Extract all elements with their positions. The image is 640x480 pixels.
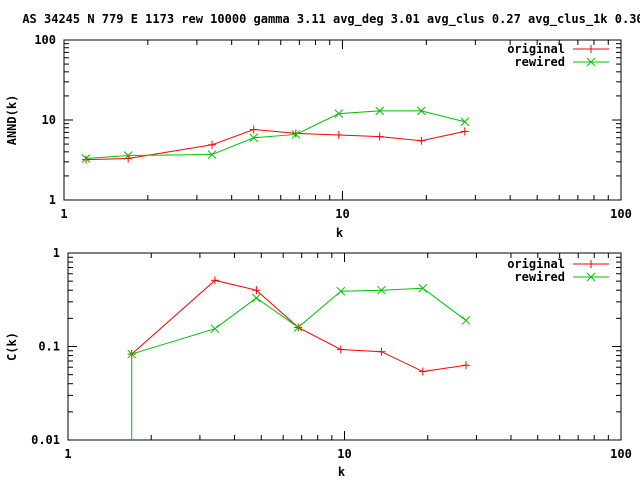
marker-stroke xyxy=(127,349,137,359)
data-point-rewired xyxy=(127,349,137,359)
data-point-original xyxy=(208,140,217,149)
data-point-rewired xyxy=(293,323,303,332)
y-tick-label: 0.1 xyxy=(38,340,60,354)
marker-stroke xyxy=(81,154,91,163)
data-point-rewired xyxy=(210,324,220,334)
marker-stroke xyxy=(293,323,303,332)
data-point-rewired xyxy=(291,130,301,139)
data-point-original xyxy=(417,136,426,145)
data-point-original xyxy=(336,345,345,354)
y-tick-label: 0.01 xyxy=(31,433,60,447)
data-point-rewired xyxy=(460,117,470,127)
y-tick-label: 100 xyxy=(34,33,56,47)
marker-stroke xyxy=(336,286,346,296)
data-point-original xyxy=(334,130,343,139)
data-point-original xyxy=(377,347,386,356)
y-tick-label: 10 xyxy=(42,113,56,127)
x-tick-label: 1 xyxy=(60,207,67,221)
data-point-original xyxy=(82,155,91,164)
series-original xyxy=(127,276,470,376)
marker-stroke xyxy=(586,57,596,67)
data-point-original xyxy=(461,361,470,370)
data-point-rewired xyxy=(249,133,259,143)
series-line-original xyxy=(131,279,467,373)
x-axis-label: k xyxy=(338,465,346,479)
x-tick-label: 1 xyxy=(64,447,71,461)
legend-label-rewired: rewired xyxy=(514,270,565,284)
data-point-rewired xyxy=(81,154,91,163)
marker-stroke xyxy=(207,150,217,159)
marker-stroke xyxy=(123,151,133,160)
series-rewired xyxy=(81,106,470,163)
series-line-rewired xyxy=(86,110,465,160)
legend-label-original: original xyxy=(507,257,565,271)
marker-stroke xyxy=(249,133,259,143)
data-point-original xyxy=(210,276,219,285)
marker-stroke xyxy=(291,130,301,139)
data-point-rewired xyxy=(336,286,346,296)
data-point-original xyxy=(252,286,261,295)
data-point-original xyxy=(375,132,384,141)
x-tick-label: 10 xyxy=(335,207,349,221)
legend-marker-rewired xyxy=(586,272,596,282)
data-point-original xyxy=(460,127,469,136)
y-axis-label: ANND(k) xyxy=(5,95,19,146)
data-point-original xyxy=(249,125,258,134)
series-rewired xyxy=(127,283,471,440)
legend-marker-original xyxy=(587,260,595,268)
marker-stroke xyxy=(418,283,428,293)
data-point-rewired xyxy=(417,106,426,116)
x-axis-label: k xyxy=(336,226,344,240)
marker-stroke xyxy=(460,117,470,127)
marker-stroke xyxy=(375,106,385,116)
legend-label-original: original xyxy=(507,42,565,56)
y-axis-label: C(k) xyxy=(5,332,19,361)
data-point-original xyxy=(418,367,427,376)
marker-stroke xyxy=(252,293,261,303)
legend-label-rewired: rewired xyxy=(514,55,565,69)
marker-stroke xyxy=(586,272,596,282)
x-tick-label: 100 xyxy=(610,447,632,461)
marker-stroke xyxy=(210,324,220,334)
x-tick-label: 100 xyxy=(610,207,632,221)
data-point-rewired xyxy=(252,293,261,303)
data-point-rewired xyxy=(418,283,428,293)
legend-marker-original xyxy=(587,45,595,53)
marker-stroke xyxy=(461,316,471,325)
series-original xyxy=(82,125,469,164)
legend-marker-rewired xyxy=(586,57,596,67)
series-line-rewired xyxy=(131,287,467,355)
data-point-rewired xyxy=(207,150,217,159)
y-tick-label: 1 xyxy=(49,193,56,207)
chart-title: AS 34245 N 779 E 1173 rew 10000 gamma 3.… xyxy=(22,12,640,27)
data-point-rewired xyxy=(123,151,133,160)
y-tick-label: 1 xyxy=(53,246,60,260)
marker-stroke xyxy=(377,285,386,295)
x-tick-label: 10 xyxy=(337,447,351,461)
data-point-rewired xyxy=(461,316,471,325)
marker-stroke xyxy=(334,109,344,119)
data-point-rewired xyxy=(375,106,385,116)
data-point-rewired xyxy=(334,109,344,119)
data-point-rewired xyxy=(377,285,386,295)
marker-stroke xyxy=(417,106,426,116)
